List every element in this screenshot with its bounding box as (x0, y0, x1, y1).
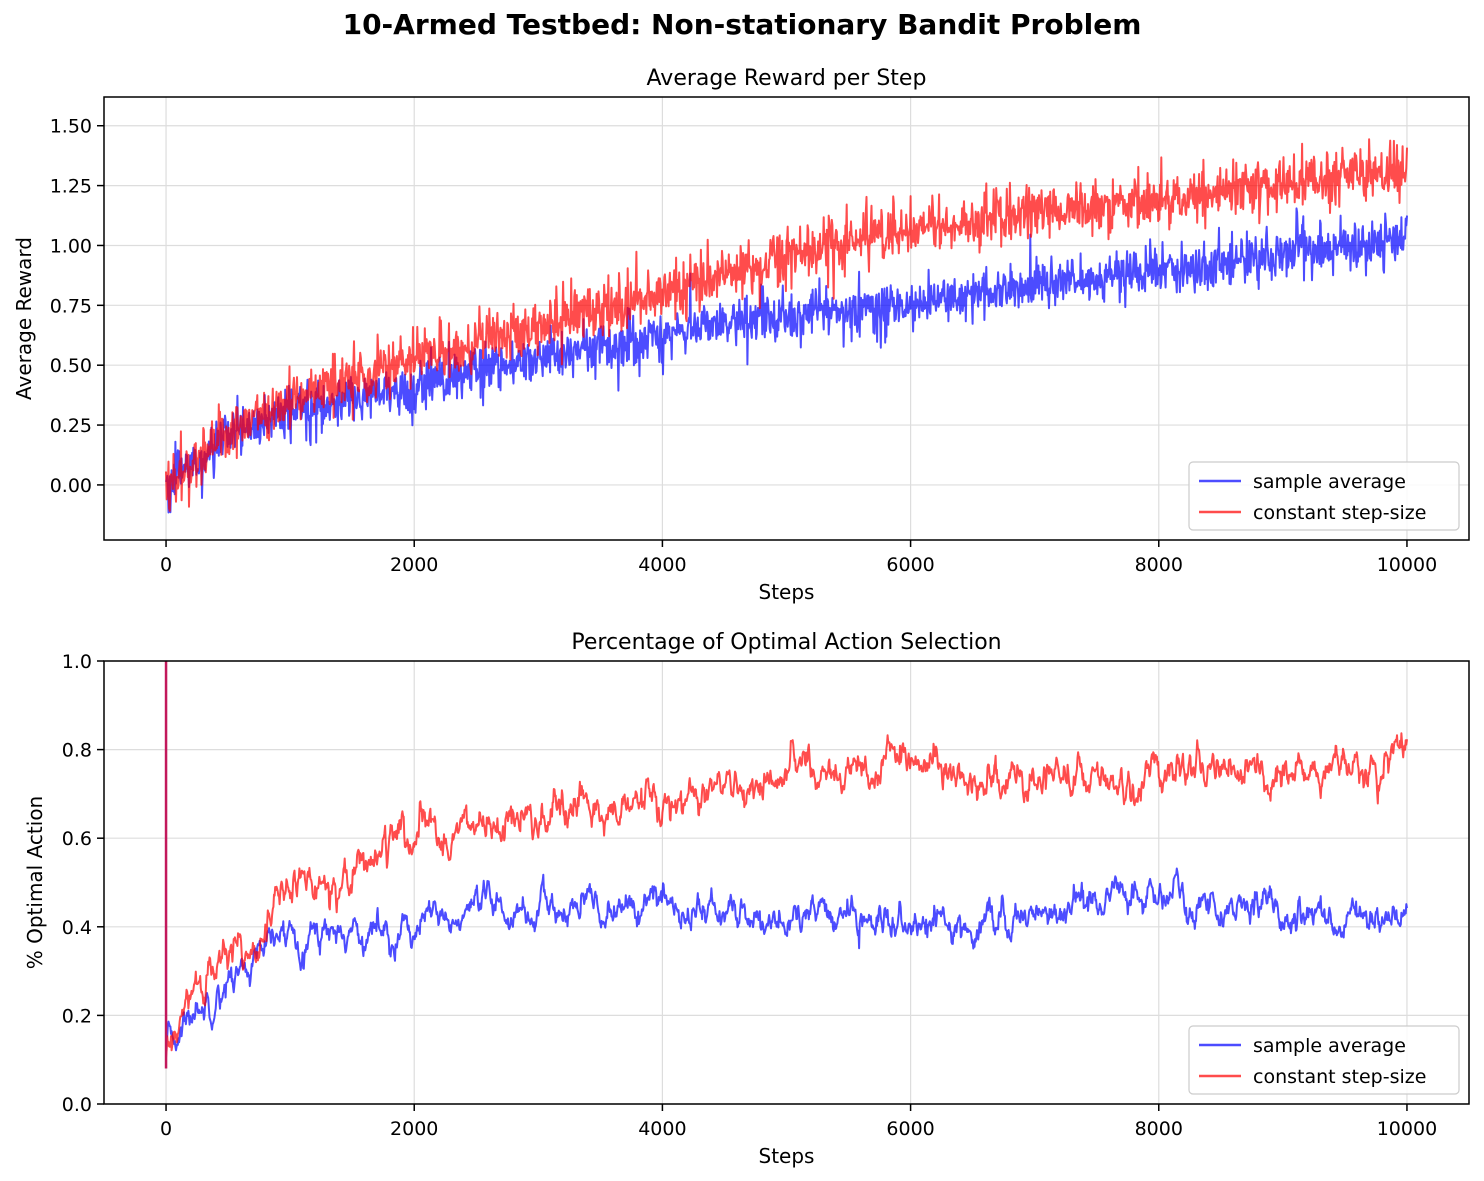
x-tick-label: 6000 (886, 554, 934, 576)
y-tick-label: 1.25 (50, 176, 92, 198)
legend-frame (1188, 1025, 1460, 1095)
figure-title: 10-Armed Testbed: Non-stationary Bandit … (342, 8, 1142, 41)
y-axis-label: Average Reward (12, 237, 36, 400)
series-line-1 (165, 867, 1408, 1052)
x-tick-label: 4000 (638, 554, 686, 576)
y-tick-label: 0.25 (50, 415, 92, 437)
series-line-1 (165, 207, 1408, 514)
x-tick-label: 2000 (390, 1118, 438, 1140)
y-tick-label: 0.2 (62, 1005, 92, 1027)
series-line-2 (165, 732, 1408, 1058)
x-tick-label: 10000 (1377, 554, 1437, 576)
chart-panel-1: Average Reward per Step 0 2000 4000 6000 8000… (12, 66, 1470, 604)
legend-label-2: constant step-size (1253, 502, 1426, 524)
y-tick-label: 0.8 (62, 740, 92, 762)
chart-title: Percentage of Optimal Action Selection (571, 630, 1001, 655)
y-tick-label: 0.00 (50, 475, 92, 497)
legend: sample average constant step-size (1188, 461, 1460, 531)
chart-title: Average Reward per Step (647, 66, 927, 91)
x-tick-label: 8000 (1135, 554, 1183, 576)
y-tick-label: 0.4 (62, 917, 92, 939)
y-tick-label: 0.75 (50, 295, 92, 317)
x-tick-label: 4000 (638, 1118, 686, 1140)
y-tick-label: 0.6 (62, 828, 92, 850)
legend: sample average constant step-size (1188, 1025, 1460, 1095)
x-tick-label: 2000 (390, 554, 438, 576)
x-axis-label: Steps (759, 580, 815, 604)
x-tick-label: 6000 (886, 1118, 934, 1140)
y-tick-label: 0.0 (62, 1094, 92, 1116)
y-tick-label: 1.0 (62, 651, 92, 673)
plot-area (164, 661, 1408, 1069)
y-tick-label: 1.50 (50, 116, 92, 138)
plot-area (165, 138, 1408, 514)
x-tick-label: 0 (160, 554, 172, 576)
y-axis-label: % Optimal Action (23, 796, 47, 970)
legend-frame (1188, 461, 1460, 531)
chart-panel-2: Percentage of Optimal Action Selection 0 2… (23, 630, 1470, 1168)
legend-label-1: sample average (1253, 471, 1406, 493)
x-tick-label: 10000 (1377, 1118, 1437, 1140)
axes-frame (103, 96, 1470, 541)
legend-label-1: sample average (1253, 1035, 1406, 1057)
y-tick-label: 1.00 (50, 235, 92, 257)
series-line-2 (165, 138, 1408, 512)
legend-label-2: constant step-size (1253, 1066, 1426, 1088)
x-axis-label: Steps (759, 1144, 815, 1168)
y-tick-label: 0.50 (50, 355, 92, 377)
x-tick-label: 8000 (1135, 1118, 1183, 1140)
axes-frame (103, 660, 1470, 1105)
x-tick-label: 0 (160, 1118, 172, 1140)
